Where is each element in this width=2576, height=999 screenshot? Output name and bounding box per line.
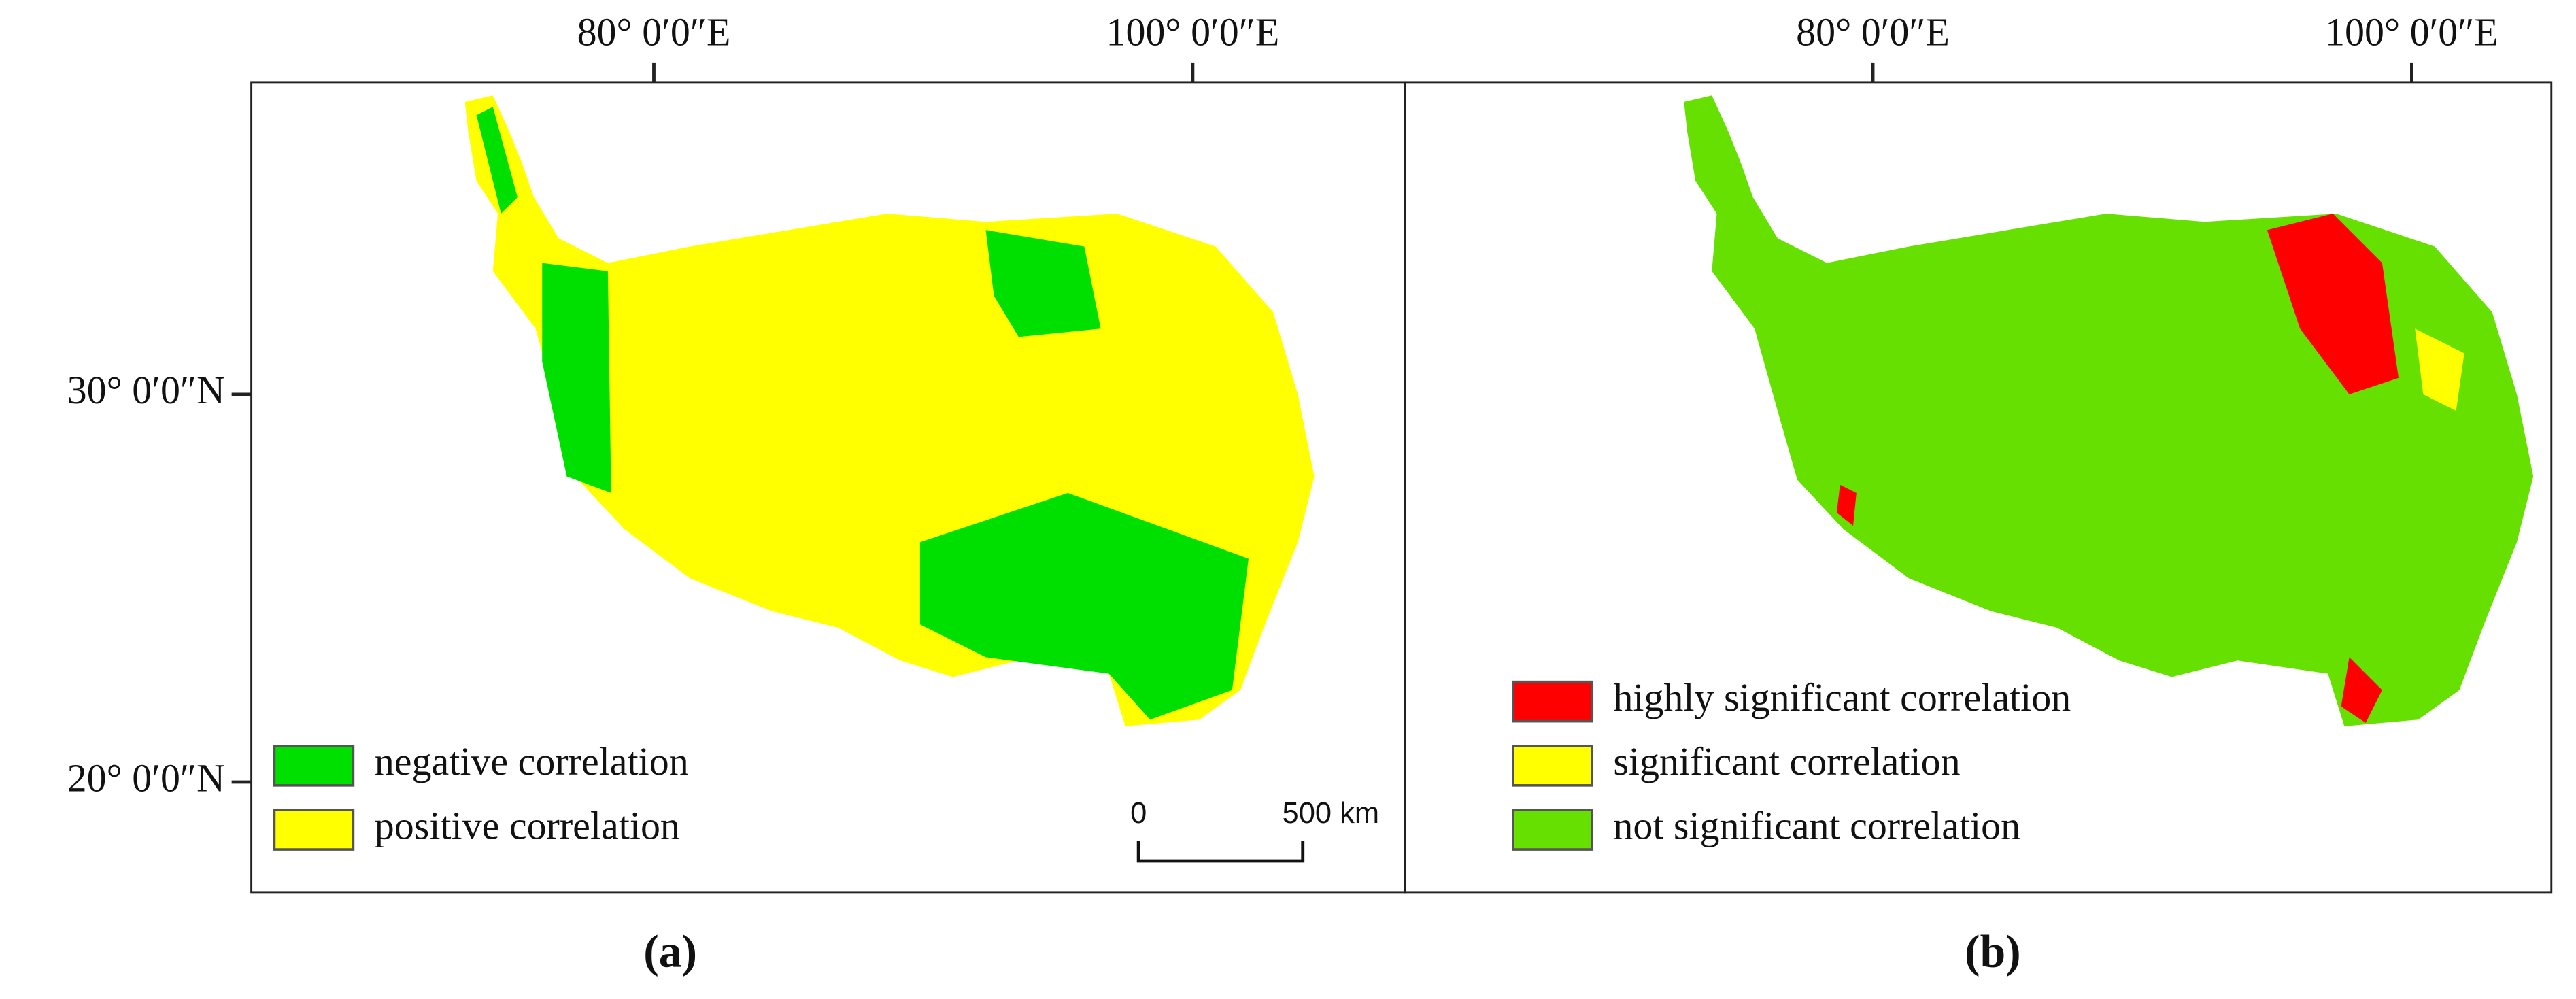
region-patch	[2415, 328, 2464, 411]
legend-label: not significant correlation	[1613, 803, 2020, 847]
longitude-label: 100° 0′0″E	[1106, 10, 1279, 54]
latitude-label: 30° 0′0″N	[67, 368, 225, 412]
legend-label: highly significant correlation	[1613, 675, 2071, 719]
region-patch	[542, 263, 611, 493]
panel-caption: (a)	[643, 926, 697, 977]
region-patch	[985, 230, 1101, 337]
region-shape	[1684, 95, 2534, 726]
latitude-label: 20° 0′0″N	[67, 756, 225, 800]
region-patch	[476, 107, 518, 214]
legend-swatch	[273, 809, 355, 851]
scale-bar	[1136, 841, 1305, 863]
legend-swatch	[1512, 809, 1593, 851]
legend-label: significant correlation	[1613, 739, 1960, 783]
panel-b-frame	[1404, 81, 2553, 894]
region-patch	[1836, 484, 1857, 526]
longitude-label: 80° 0′0″E	[1796, 10, 1950, 54]
region-patch	[2267, 214, 2399, 394]
panel-caption: (b)	[1965, 926, 2021, 977]
longitude-label: 80° 0′0″E	[577, 10, 731, 54]
region-patch	[919, 492, 1249, 720]
legend-label: negative correlation	[375, 739, 689, 783]
longitude-label: 100° 0′0″E	[2325, 10, 2498, 54]
legend-swatch	[1512, 680, 1593, 723]
legend-swatch	[273, 745, 355, 787]
legend-swatch	[1512, 745, 1593, 787]
region-patch	[2341, 657, 2382, 724]
legend-label: positive correlation	[375, 803, 680, 847]
scale-label: 0	[1130, 797, 1147, 830]
scale-label: 500 km	[1283, 797, 1380, 830]
